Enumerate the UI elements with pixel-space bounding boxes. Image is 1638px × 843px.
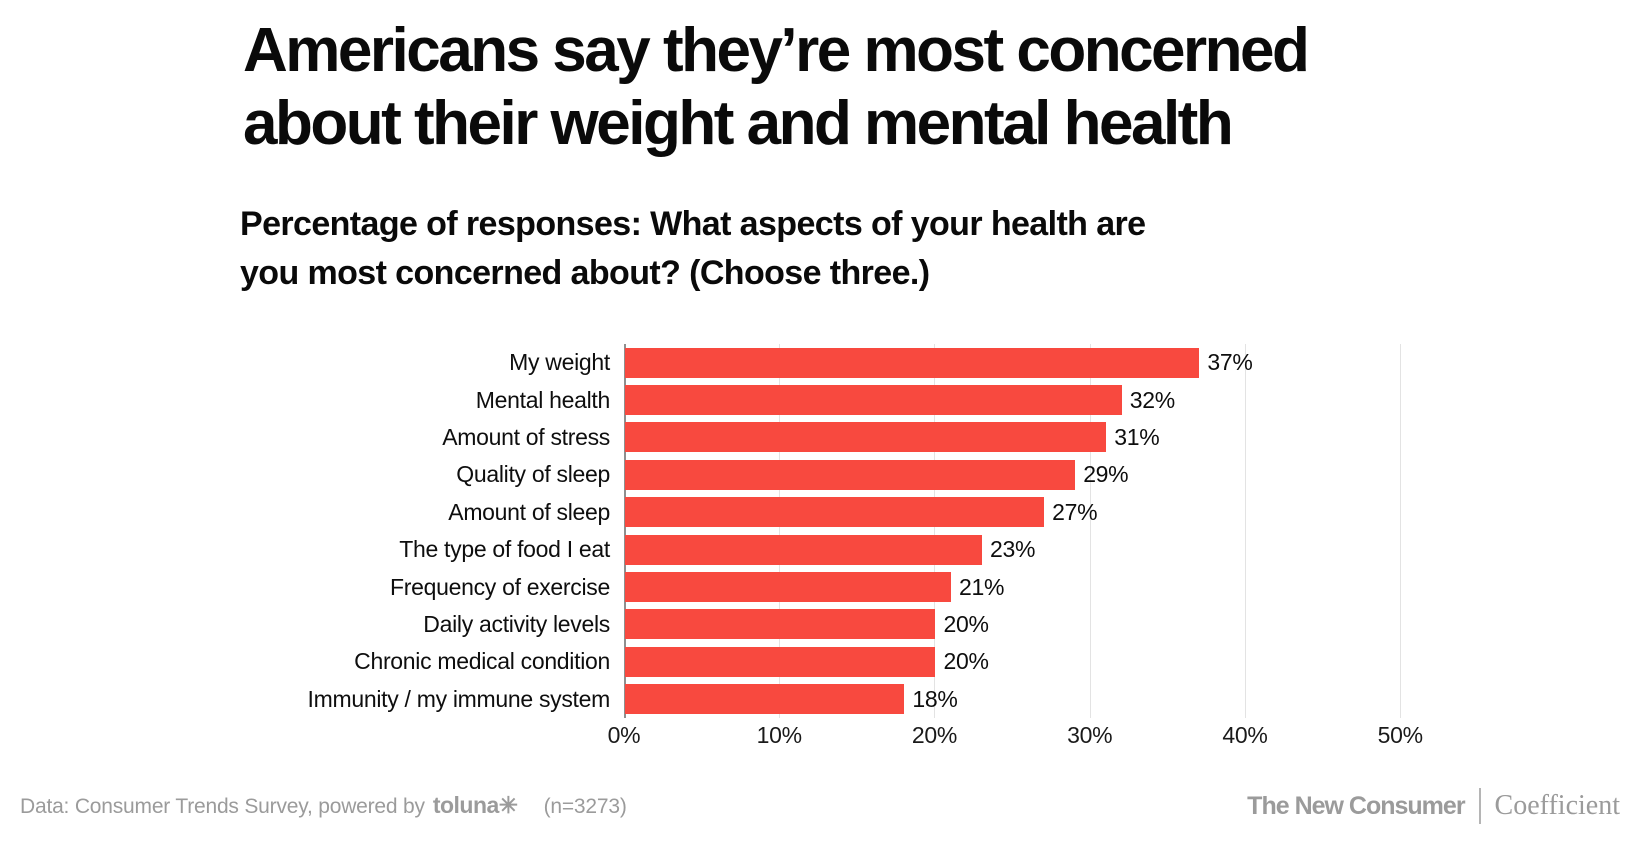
bar-row: 20%	[624, 606, 1439, 643]
x-tick-label: 10%	[756, 722, 802, 748]
bar	[625, 384, 1122, 415]
bar-row: 23%	[624, 531, 1439, 568]
chart-subtitle-line1: Percentage of responses: What aspects of…	[240, 205, 1146, 243]
bar-value-label: 32%	[1129, 386, 1175, 413]
gridline-20%	[934, 344, 936, 718]
bar-value-label: 21%	[959, 573, 1005, 600]
bar	[625, 497, 1045, 528]
chart-title-line1: Americans say they’re most concerned	[243, 16, 1310, 85]
bar-value-label: 20%	[943, 648, 989, 675]
x-tick-label: 40%	[1222, 722, 1268, 748]
bar-value-label: 18%	[912, 685, 958, 712]
bar	[625, 571, 951, 602]
brand-divider	[1478, 788, 1481, 824]
category-label: Chronic medical condition	[354, 648, 610, 675]
chart-title: Americans say they’re most concerned abo…	[243, 14, 1423, 160]
x-tick-label: 20%	[911, 722, 958, 748]
bar-row: 21%	[624, 568, 1439, 605]
category-label: Quality of sleep	[456, 461, 610, 488]
category-label: Amount of stress	[442, 423, 610, 450]
category-label: Frequency of exercise	[390, 573, 610, 600]
chart-subtitle: Percentage of responses: What aspects of…	[240, 200, 1420, 298]
bar-value-label: 27%	[1052, 498, 1098, 525]
bar	[625, 422, 1107, 453]
category-label: My weight	[509, 349, 610, 376]
bar-value-label: 23%	[990, 536, 1036, 563]
bar-value-label: 37%	[1207, 349, 1253, 376]
gridline-10%	[779, 344, 781, 718]
bar	[625, 646, 936, 677]
sample-size-text: (n=3273)	[543, 795, 627, 818]
bar-plot-area: 37% 32% 31% 29% 27% 23% 21% 20% 20% 18%	[624, 344, 1439, 718]
brand-footer: The New Consumer Coefficient	[1247, 788, 1620, 824]
category-label: Immunity / my immune system	[307, 685, 611, 712]
bar	[625, 347, 1200, 378]
bar-row: 37%	[624, 344, 1439, 381]
coefficient-logo: Coefficient	[1494, 790, 1620, 821]
bar-row: 18%	[624, 681, 1439, 718]
bar	[625, 459, 1076, 490]
bar	[625, 609, 936, 640]
bar-row: 31%	[624, 419, 1439, 456]
gridline-50%	[1400, 344, 1402, 718]
toluna-logo: toluna✳	[432, 792, 518, 818]
data-source-note: Data: Consumer Trends Survey, powered by…	[20, 792, 627, 819]
x-tick-label: 50%	[1377, 722, 1423, 748]
bar-row: 27%	[624, 494, 1439, 531]
category-label: Mental health	[475, 386, 611, 413]
bar	[625, 684, 905, 715]
x-axis-tick-labels: 0% 10% 20% 30% 40% 50%	[608, 722, 1439, 752]
x-tick-label: 0%	[607, 722, 641, 748]
category-label: Amount of sleep	[448, 498, 610, 525]
bar-value-label: 29%	[1083, 461, 1129, 488]
gridline-30%	[1089, 344, 1091, 718]
bar-row: 20%	[624, 643, 1439, 680]
category-label: The type of food I eat	[399, 536, 610, 563]
bar	[625, 534, 983, 565]
gridline-40%	[1244, 344, 1246, 718]
chart-subtitle-line2: you most concerned about? (Choose three.…	[240, 254, 930, 292]
chart-title-line2: about their weight and mental health	[243, 89, 1234, 158]
data-source-text: Data: Consumer Trends Survey, powered by	[20, 795, 425, 818]
x-tick-label: 30%	[1067, 722, 1113, 748]
the-new-consumer-logo: The New Consumer	[1247, 791, 1465, 820]
bar-value-label: 20%	[943, 610, 989, 637]
bar-row: 32%	[624, 381, 1439, 418]
category-axis-labels: My weight Mental health Amount of stress Qu…	[0, 344, 611, 718]
category-label: Daily activity levels	[423, 610, 610, 637]
bar-row: 29%	[624, 456, 1439, 493]
y-axis-line	[624, 344, 626, 718]
bar-value-label: 31%	[1114, 423, 1160, 450]
